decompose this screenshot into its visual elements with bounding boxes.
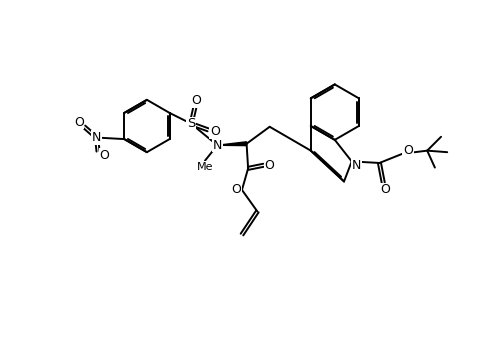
Text: O: O [74,116,84,129]
Text: Me: Me [197,162,214,172]
Text: O: O [264,159,274,172]
Text: O: O [380,183,390,196]
Polygon shape [218,142,246,146]
Text: O: O [232,183,241,196]
Text: O: O [403,144,413,157]
Text: N: N [92,131,101,144]
Text: O: O [192,94,202,107]
Text: S: S [187,117,196,130]
Text: O: O [210,125,220,138]
Text: N: N [352,159,361,172]
Text: N: N [212,139,222,152]
Text: O: O [100,149,109,162]
